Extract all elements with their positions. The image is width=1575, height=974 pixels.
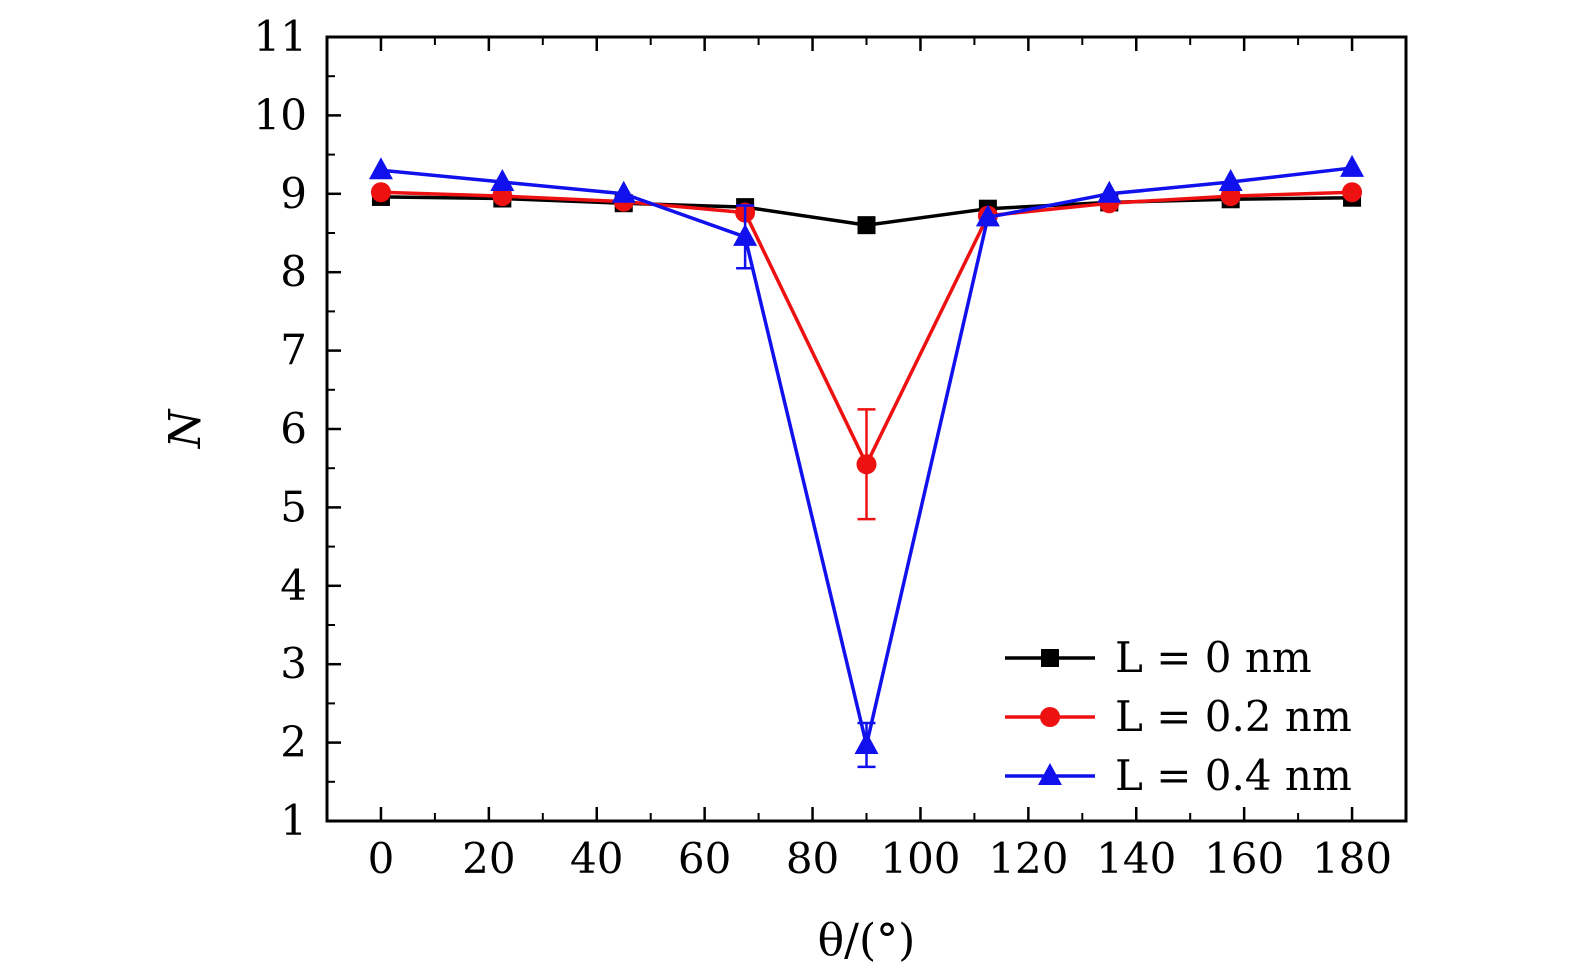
- legend-marker: [1038, 763, 1062, 785]
- x-tick-label: 180: [1312, 834, 1392, 883]
- y-tick-label: 3: [280, 639, 307, 688]
- y-tick-label: 8: [280, 247, 307, 296]
- plot-frame: [325, 35, 1408, 823]
- y-tick-label: 7: [280, 326, 307, 375]
- x-tick-label: 160: [1204, 834, 1284, 883]
- data-point: [1220, 186, 1241, 207]
- data-point: [370, 182, 391, 203]
- legend-entry: L = 0 nm: [1005, 633, 1312, 682]
- data-point: [1097, 180, 1122, 203]
- series-group: [368, 154, 1365, 769]
- legend-label: L = 0.4 nm: [1115, 751, 1352, 800]
- y-axis-label: N: [160, 408, 211, 449]
- y-tick-label: 11: [254, 12, 307, 61]
- data-point: [368, 157, 393, 180]
- y-tick-label: 5: [280, 482, 307, 531]
- x-tick-label: 20: [462, 834, 515, 883]
- y-tick-label: 9: [280, 169, 307, 218]
- data-point: [611, 180, 636, 203]
- data-point: [733, 223, 758, 246]
- data-point: [856, 454, 877, 475]
- x-tick-label: 40: [570, 834, 623, 883]
- data-point: [490, 169, 515, 192]
- data-point: [975, 204, 1000, 227]
- y-tick-label: 2: [280, 718, 307, 767]
- data-point: [1218, 169, 1243, 192]
- x-tick-label: 120: [988, 834, 1068, 883]
- data-point: [492, 186, 513, 207]
- y-tick-label: 10: [254, 90, 307, 139]
- data-point: [854, 731, 879, 754]
- x-tick-label: 140: [1096, 834, 1176, 883]
- legend-label: L = 0.2 nm: [1115, 692, 1352, 741]
- legend-marker: [1040, 707, 1060, 727]
- series-0: [371, 187, 1362, 235]
- axis-ticks: 0 20 40 60 80 100 120 140 160 180 1 2 3 4 5 6 7 8 9 10 11: [254, 12, 1393, 883]
- data-point: [1340, 154, 1365, 177]
- y-tick-label: 6: [280, 404, 307, 453]
- data-point: [857, 216, 876, 235]
- x-tick-label: 0: [368, 834, 395, 883]
- legend-label: L = 0 nm: [1115, 633, 1312, 682]
- legend: L = 0 nm L = 0.2 nm L = 0.4 nm: [1005, 633, 1352, 800]
- legend-marker: [1041, 649, 1059, 667]
- y-tick-label: 4: [280, 561, 307, 610]
- y-tick-label: 1: [280, 796, 307, 845]
- x-tick-label: 100: [880, 834, 960, 883]
- series-2: [368, 154, 1365, 769]
- data-point: [1342, 182, 1363, 203]
- legend-entry: L = 0.2 nm: [1005, 692, 1352, 741]
- x-tick-label: 80: [786, 834, 839, 883]
- x-axis-label: θ/(°): [818, 915, 916, 966]
- legend-entry: L = 0.4 nm: [1005, 751, 1352, 800]
- x-tick-label: 60: [678, 834, 731, 883]
